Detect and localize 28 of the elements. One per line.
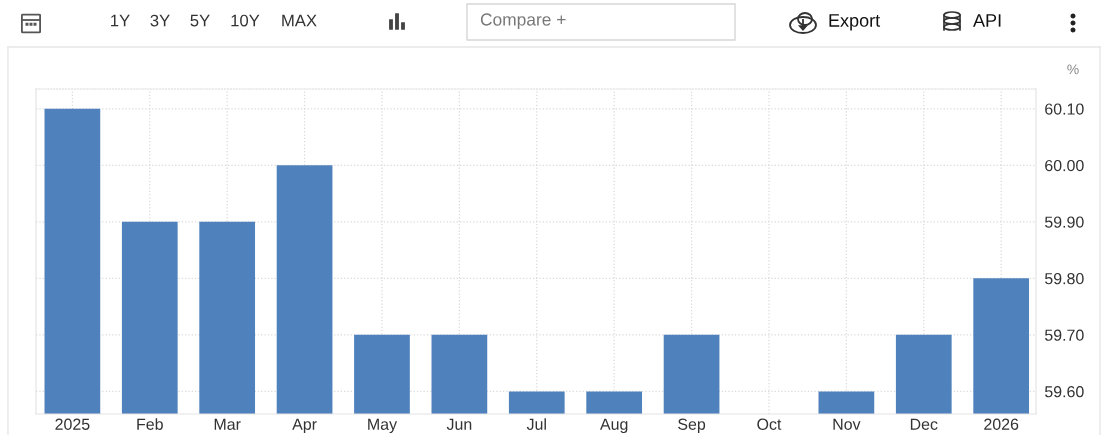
text: 3Y bbox=[150, 14, 170, 27]
x-tick-label: 2025 bbox=[55, 418, 90, 430]
x-tick-label: Aug bbox=[600, 418, 628, 434]
y-tick-label: 59.60 bbox=[1044, 386, 1084, 398]
x-tick-label: May bbox=[368, 418, 398, 434]
text: Compare + bbox=[480, 13, 566, 30]
text: 10Y bbox=[231, 14, 260, 27]
text: MAX bbox=[282, 14, 317, 27]
x-tick-label: Apr bbox=[292, 418, 317, 434]
x-tick-label: Oct bbox=[757, 418, 782, 430]
x-tick-label: Feb bbox=[137, 418, 163, 430]
x-tick-label: Jun bbox=[446, 418, 472, 430]
text: Export bbox=[829, 14, 881, 31]
x-tick-label: Sep bbox=[678, 418, 706, 434]
x-tick-label: Mar bbox=[214, 418, 241, 430]
x-tick-label: Nov bbox=[833, 418, 861, 430]
x-tick-label: Dec bbox=[910, 418, 938, 430]
x-tick-label: 2026 bbox=[984, 418, 1019, 430]
text: 5Y bbox=[190, 14, 210, 27]
y-tick-label: 59.90 bbox=[1044, 216, 1084, 228]
y-tick-label: 59.70 bbox=[1044, 329, 1084, 341]
text: 1Y bbox=[111, 14, 130, 27]
y-tick-label: 60.10 bbox=[1045, 103, 1084, 115]
x-tick-label: Jul bbox=[526, 418, 546, 430]
text: API bbox=[973, 14, 1001, 27]
y-tick-label: 60.00 bbox=[1045, 159, 1084, 172]
y-tick-label: 59.80 bbox=[1044, 272, 1084, 285]
y-axis-title: % bbox=[1067, 64, 1079, 75]
